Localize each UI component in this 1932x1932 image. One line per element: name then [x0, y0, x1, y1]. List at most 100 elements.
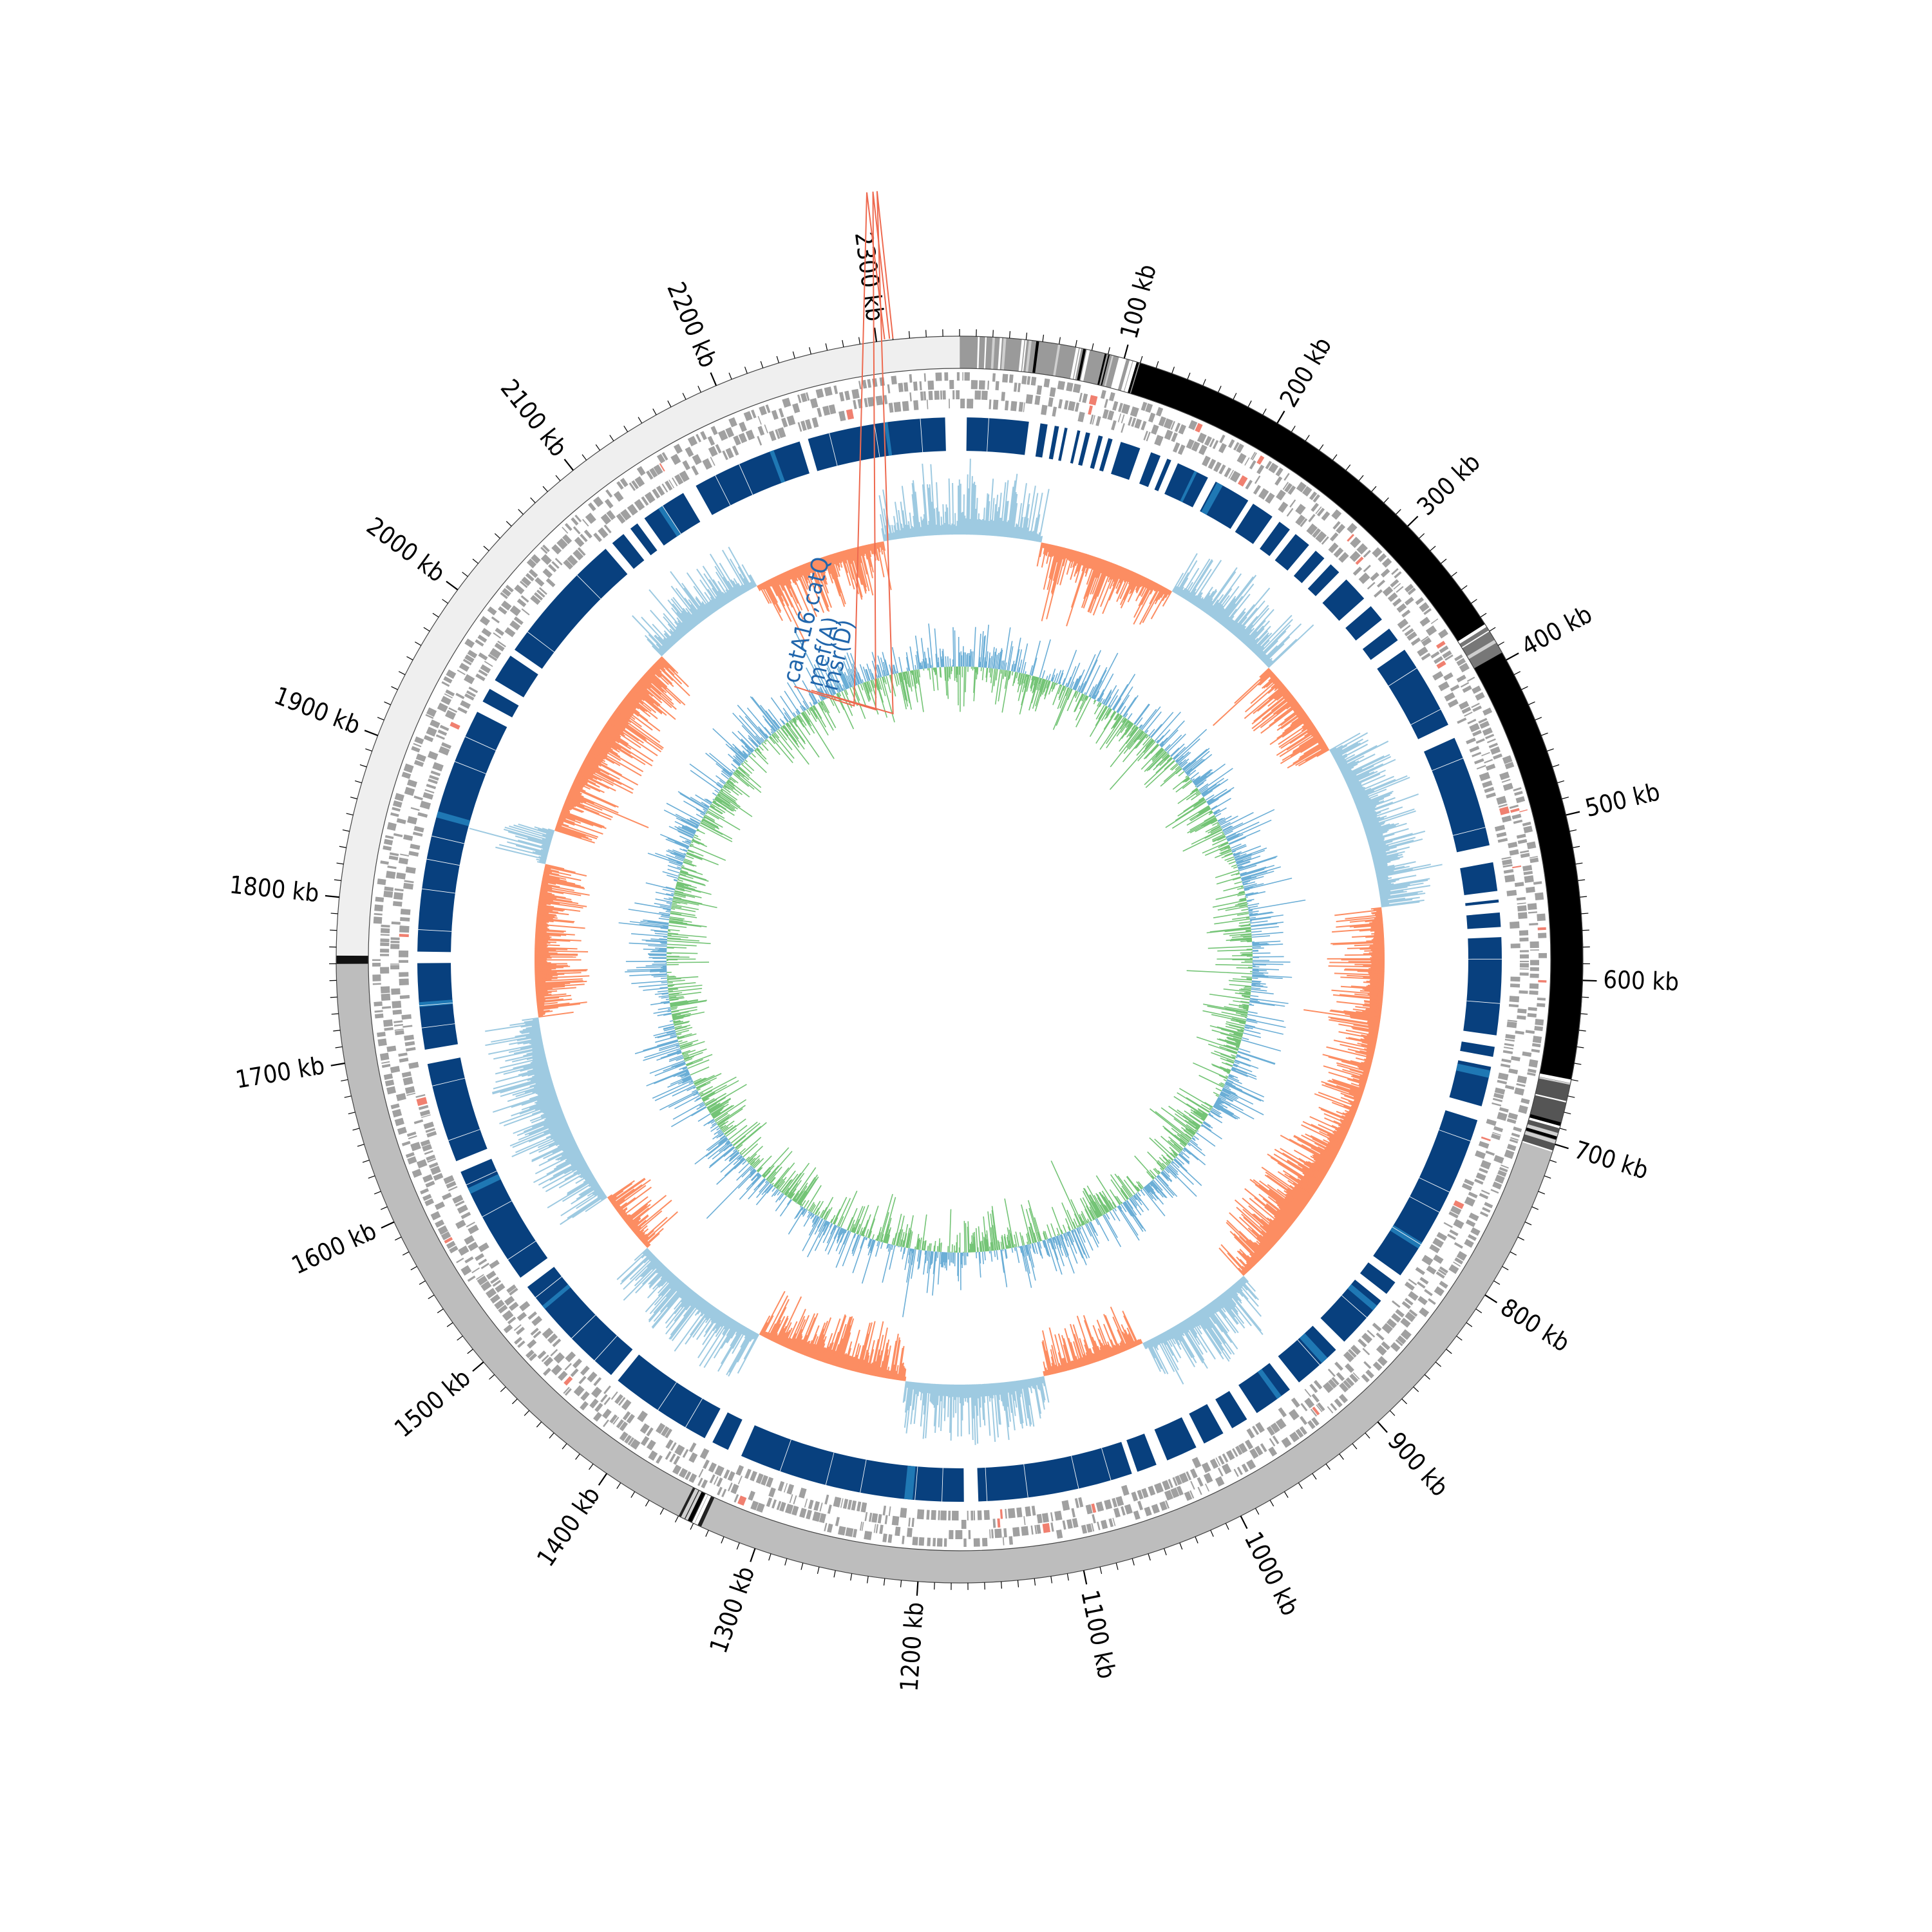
gc-high-bar	[654, 634, 670, 650]
gc-high-bar	[971, 483, 974, 535]
gc-high-bar	[665, 1280, 681, 1298]
gc-skew-positive-bar	[1018, 667, 1020, 673]
gc-low-bar	[578, 772, 616, 791]
cds-block	[1278, 501, 1289, 513]
blast-hit-gap	[594, 1335, 618, 1361]
gc-high-bar	[1008, 480, 1016, 538]
gc-low-bar	[536, 1002, 570, 1008]
gc-skew-negative-bar	[1097, 701, 1101, 707]
cds-block	[1465, 1219, 1476, 1227]
gc-high-bar	[1242, 634, 1251, 643]
cds-block	[1502, 755, 1513, 764]
gc-high-bar	[542, 828, 554, 833]
cds-block	[468, 1242, 478, 1251]
gc-low-bar	[1350, 1075, 1367, 1082]
gc-low-bar	[1108, 564, 1116, 583]
gc-low-bar	[799, 565, 810, 590]
gc-high-bar	[656, 1264, 665, 1274]
gc-low-bar	[804, 563, 811, 576]
gc-low-bar	[1307, 724, 1315, 730]
cds-block	[1419, 616, 1430, 627]
cds-block	[517, 1340, 526, 1349]
gc-high-bar	[1367, 828, 1409, 842]
gc-high-bar	[578, 1182, 599, 1196]
gc-high-bar	[726, 1330, 752, 1376]
gc-high-bar	[672, 630, 681, 640]
cds-block	[725, 448, 734, 459]
cds-block	[390, 812, 399, 817]
gc-low-bar	[619, 1208, 628, 1215]
gc-low-bar	[806, 562, 811, 574]
cds-block	[1310, 1408, 1318, 1417]
cds-block	[1145, 403, 1153, 413]
gc-low-bar	[535, 980, 587, 985]
cds-block	[1260, 1443, 1267, 1452]
gc-high-bar	[985, 494, 990, 536]
cds-block	[392, 1000, 402, 1009]
cds-block	[884, 1515, 888, 1524]
cds-block	[733, 435, 741, 446]
gc-skew-positive-bar	[1216, 1100, 1222, 1104]
gc-skew-positive-bar	[1248, 909, 1253, 911]
gc-low-bar	[840, 551, 849, 573]
gc-high-bar	[1373, 856, 1404, 864]
cds-block	[1376, 1332, 1385, 1341]
cds-block	[519, 1301, 531, 1312]
gc-skew-positive-bar	[1148, 728, 1155, 737]
gc-skew-negative-bar	[1113, 713, 1119, 721]
gc-high-bar	[562, 1180, 597, 1202]
gc-skew-negative-bar	[1226, 1021, 1245, 1027]
cds-block	[1265, 460, 1273, 469]
gc-skew-negative-bar	[1031, 677, 1040, 704]
gc-high-bar	[620, 1253, 653, 1285]
cds-block	[710, 426, 718, 435]
blast-hit-gap	[527, 631, 554, 652]
gc-high-bar	[1213, 605, 1224, 620]
cds-block	[444, 1236, 453, 1244]
gc-high-bar	[657, 1271, 672, 1287]
gc-high-bar	[936, 1384, 940, 1405]
gc-low-bar	[1354, 993, 1383, 998]
gc-low-bar	[1245, 1264, 1251, 1270]
gc-high-bar	[1221, 1293, 1239, 1315]
gc-high-bar	[1361, 814, 1378, 821]
gc-high-bar	[1263, 636, 1291, 663]
gc-high-bar	[1358, 806, 1376, 815]
gc-low-bar	[563, 804, 583, 813]
cds-block	[468, 687, 478, 694]
gc-high-bar	[940, 1384, 943, 1432]
gc-low-bar	[565, 799, 600, 815]
gc-skew-positive-bar	[1200, 787, 1209, 793]
gc-high-bar	[582, 1172, 592, 1179]
gc-skew-negative-bar	[985, 668, 989, 683]
cds-block	[891, 375, 897, 385]
gc-low-bar	[767, 580, 772, 587]
cds-block	[509, 620, 521, 631]
gc-low-bar	[1282, 1170, 1316, 1193]
gc-high-bar	[1376, 875, 1388, 880]
gc-high-bar	[648, 1254, 655, 1261]
gc-low-bar	[764, 1332, 769, 1338]
cds-block	[1066, 1519, 1073, 1530]
gc-low-bar	[806, 1325, 820, 1357]
gc-high-bar	[570, 1157, 584, 1165]
blast-hit-variant	[1180, 471, 1197, 502]
gc-high-bar	[891, 525, 895, 540]
gc-low-bar	[1309, 1115, 1348, 1135]
cds-block	[530, 594, 541, 605]
gc-skew-negative-bar	[1225, 1062, 1233, 1066]
cds-block	[516, 598, 527, 607]
gc-low-bar	[1285, 1190, 1307, 1206]
gc-high-bar	[1166, 1330, 1172, 1340]
gc-low-bar	[1310, 1155, 1331, 1168]
gc-high-bar	[654, 635, 669, 651]
gc-low-bar	[766, 580, 771, 587]
gc-skew-negative-bar	[1173, 1118, 1195, 1135]
gc-low-bar	[831, 554, 836, 565]
gc-low-bar	[1097, 1328, 1110, 1358]
cds-block	[1113, 1508, 1121, 1518]
gc-high-bar	[647, 1257, 658, 1268]
gc-low-bar	[839, 1332, 851, 1368]
cds-block	[1470, 1227, 1481, 1236]
gc-skew-positive-bar	[1069, 663, 1081, 688]
